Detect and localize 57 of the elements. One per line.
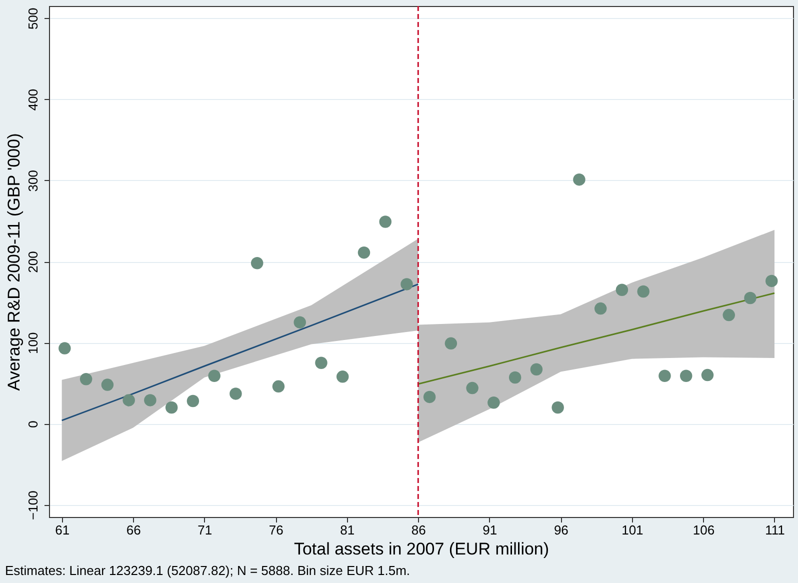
point	[122, 394, 135, 406]
point	[508, 371, 522, 384]
x-tick-label: 81	[340, 522, 355, 538]
x-tick-label: 111	[765, 522, 785, 538]
point	[616, 284, 628, 296]
point	[165, 401, 178, 414]
point	[336, 370, 349, 383]
text: Estimates: Linear 123239.1 (52087.82); N = 5888. Bin size EUR 1.5m.	[5, 563, 410, 578]
point	[466, 382, 478, 394]
x-axis-title: Total assets in 2007 (EUR million)	[294, 540, 550, 558]
x-tick-label: 106	[692, 522, 715, 538]
y-tick-label: 500	[26, 8, 40, 30]
point	[250, 257, 264, 270]
y-tick-label: 200	[26, 251, 40, 273]
x-tick-label: 66	[126, 522, 141, 538]
point	[58, 342, 71, 354]
point	[144, 394, 156, 406]
y-tick-label: −100	[26, 490, 40, 520]
point	[400, 278, 413, 290]
point	[680, 370, 692, 382]
point	[722, 308, 735, 322]
point	[186, 394, 200, 408]
y-axis-title: Average R&D 2009-11 (GBP '000)	[4, 133, 24, 391]
point	[573, 173, 586, 186]
point	[101, 378, 114, 391]
line-series	[417, 292, 776, 385]
x-tick-label: 71	[198, 522, 212, 538]
point	[208, 370, 220, 382]
y-tick-label: 100	[26, 332, 40, 354]
point	[230, 388, 242, 400]
point	[358, 246, 370, 259]
y-tick-label: 300	[26, 170, 40, 192]
line-series	[61, 283, 419, 422]
x-tick-label: 61	[55, 522, 70, 538]
point	[315, 356, 328, 369]
y-tick-label: 0	[26, 420, 40, 428]
point	[744, 292, 756, 304]
x-tick-label: 91	[482, 522, 498, 538]
point	[294, 316, 306, 328]
y-tick-label: 400	[26, 88, 40, 111]
point	[423, 390, 436, 404]
x-tick-label: 101	[622, 522, 644, 538]
x-tick-label: 86	[411, 522, 426, 538]
point	[594, 302, 607, 315]
point	[552, 401, 564, 414]
x-tick-label: 96	[554, 522, 568, 538]
point	[530, 363, 543, 376]
x-tick-label: 76	[268, 522, 284, 538]
point	[444, 337, 458, 350]
point	[272, 380, 285, 393]
point	[701, 368, 714, 382]
point	[637, 285, 650, 298]
point	[658, 370, 671, 382]
point	[80, 373, 92, 386]
point	[488, 396, 500, 409]
point	[765, 274, 778, 288]
point	[379, 216, 392, 228]
